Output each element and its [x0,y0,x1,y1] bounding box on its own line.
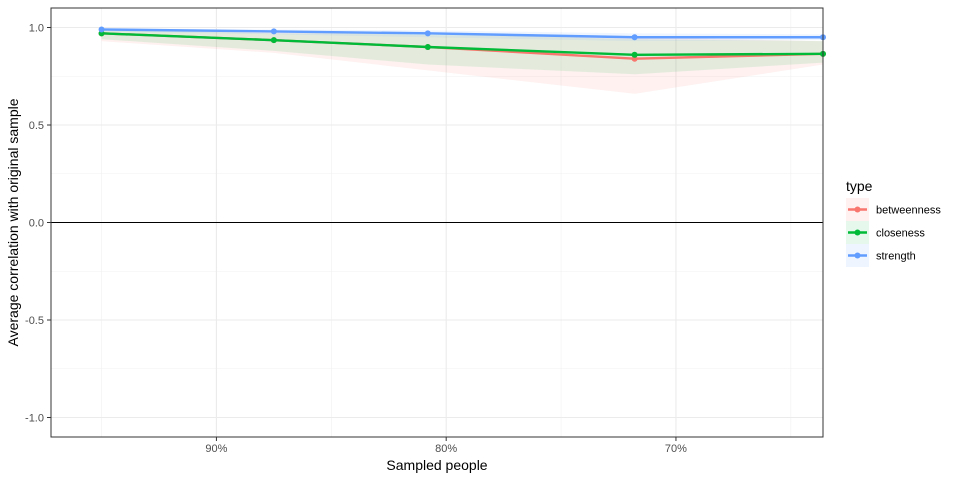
legend: type betweenness closeness strength [846,178,941,267]
legend-point-strength [854,252,861,259]
x-tick-label: 90% [205,443,227,455]
legend-point-betweenness [854,206,861,213]
x-axis-title: Sampled people [386,457,487,473]
y-tick-label: 0.5 [29,120,44,132]
plot-area: -1.0 -0.5 0.0 0.5 1.0 90% 80% 70% [25,7,826,455]
x-tick-label: 80% [435,443,457,455]
ribbon-betweenness [101,28,824,94]
legend-point-closeness [854,229,861,236]
point-strength [424,30,431,37]
y-tick-label: 0.0 [29,218,44,230]
y-tick-label: -1.0 [25,413,44,425]
point-closeness [424,44,431,50]
x-tick-label: 70% [665,443,687,455]
legend-label-betweenness: betweenness [876,205,941,217]
point-closeness [270,37,277,44]
point-strength [270,28,277,35]
point-closeness [631,51,638,58]
legend-title: type [846,178,873,194]
y-axis-title: Average correlation with original sample [5,98,21,346]
legend-label-closeness: closeness [876,228,925,240]
legend-label-strength: strength [876,251,916,263]
point-strength [98,26,105,33]
y-tick-label: 1.0 [29,23,44,35]
point-strength [631,34,638,41]
y-tick-label: -0.5 [25,315,44,327]
